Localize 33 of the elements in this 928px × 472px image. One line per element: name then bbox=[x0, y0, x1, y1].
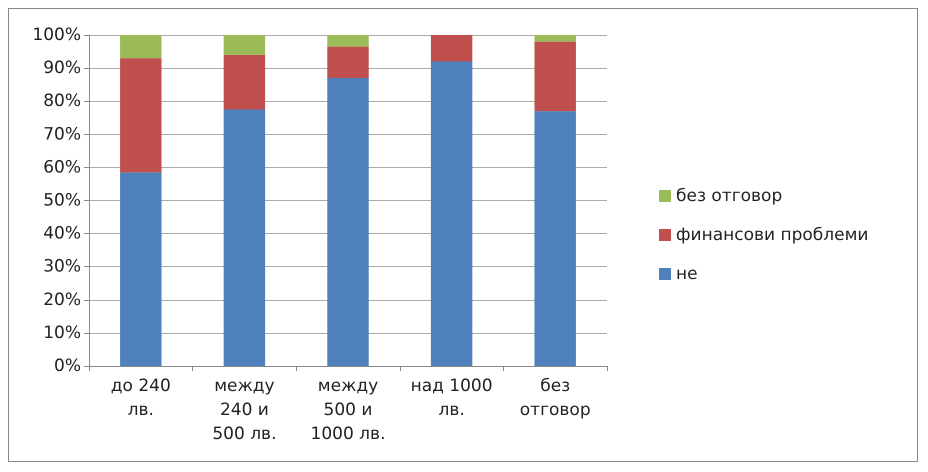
y-tick-label: 20% bbox=[43, 290, 81, 310]
legend-label: без отговор bbox=[676, 186, 782, 206]
legend-label: финансови проблеми bbox=[676, 225, 868, 245]
bar bbox=[327, 35, 369, 47]
y-tick-label: 80% bbox=[43, 91, 81, 112]
y-tick-label: 40% bbox=[43, 224, 81, 244]
y-tick-label: 90% bbox=[43, 58, 81, 78]
y-tick-label: 0% bbox=[54, 356, 81, 376]
bar bbox=[120, 172, 162, 366]
bar bbox=[534, 111, 576, 366]
bar bbox=[224, 109, 266, 366]
bar bbox=[327, 46, 369, 78]
bar bbox=[534, 42, 576, 112]
y-tick-label: 50% bbox=[43, 190, 81, 210]
y-tick-label: 30% bbox=[43, 256, 81, 277]
x-tick-label: до 240 лв. bbox=[110, 376, 171, 420]
y-tick-label: 70% bbox=[43, 124, 81, 144]
x-tick-label: без отговор bbox=[520, 376, 591, 420]
y-tick-label: 10% bbox=[43, 322, 81, 343]
bar bbox=[120, 35, 162, 58]
legend-label: не bbox=[676, 264, 698, 284]
bar bbox=[224, 35, 266, 55]
bar bbox=[327, 78, 369, 366]
bar bbox=[120, 58, 162, 172]
y-tick-label: 60% bbox=[43, 157, 81, 178]
x-tick-label: над 1000 лв. bbox=[410, 376, 493, 420]
x-tick-label: между 240 и 500 лв. bbox=[212, 376, 276, 444]
y-tick-label: 100% bbox=[32, 25, 81, 45]
bar bbox=[534, 35, 576, 42]
bar bbox=[224, 54, 266, 110]
bar bbox=[430, 61, 472, 366]
x-tick-label: между 500 и 1000 лв. bbox=[310, 376, 386, 444]
bar bbox=[430, 35, 472, 62]
